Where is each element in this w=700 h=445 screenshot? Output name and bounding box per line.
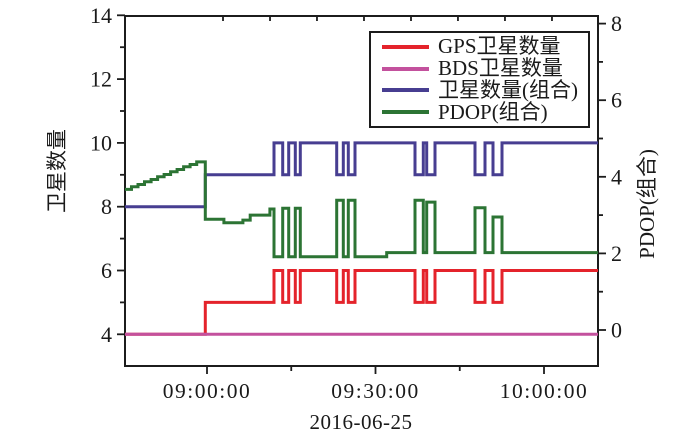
series-left-line [125, 141, 598, 209]
tick-label: 09:30:00 [331, 379, 419, 403]
axis-ticks [117, 14, 606, 374]
tick-label: 8 [611, 11, 622, 36]
bds-line-swatch [382, 66, 429, 71]
legend-label-combined-count: 卫星数量(组合) [438, 77, 578, 102]
legend-item-bds: BDS卫星数量 [371, 58, 588, 80]
tick-label: 09:00:00 [163, 379, 251, 403]
legend-label-gps: GPS卫星数量 [438, 34, 561, 59]
plot-frame [124, 15, 599, 367]
pdop-line-swatch [382, 110, 429, 115]
y-left-axis-title: 卫星数量 [45, 129, 69, 213]
series-right-line [125, 160, 598, 259]
data-series [125, 141, 598, 336]
tick-label: 4 [101, 322, 112, 347]
x-axis-title-date: 2016-06-25 [310, 410, 413, 434]
legend-item-pdop: PDOP(组合) [371, 101, 588, 123]
tick-label: 12 [90, 67, 112, 92]
tick-label: 10 [90, 130, 112, 155]
legend-label-pdop: PDOP(组合) [438, 99, 548, 124]
tick-label: 2 [611, 241, 622, 266]
tick-label: 4 [611, 164, 622, 189]
y-right-axis-title: PDOP(组合) [635, 149, 659, 259]
legend: GPS卫星数量 BDS卫星数量 卫星数量(组合) PDOP(组合) [369, 31, 590, 128]
legend-label-bds: BDS卫星数量 [438, 56, 563, 81]
legend-item-combined-count: 卫星数量(组合) [371, 77, 588, 102]
legend-item-gps: GPS卫星数量 [371, 36, 588, 58]
series-left-line [125, 269, 598, 336]
tick-label: 6 [101, 258, 112, 283]
tick-label: 14 [90, 3, 112, 28]
combined-count-line-swatch [382, 88, 429, 93]
gps-line-swatch [382, 44, 429, 49]
tick-label: 6 [611, 88, 622, 113]
tick-label: 10:00:00 [500, 379, 588, 403]
tick-label: 8 [101, 194, 112, 219]
tick-label: 0 [611, 318, 622, 343]
axis-tick-labels: 4 6 8 10 12 14 0 2 4 6 8 09:00:00 09:30:00 10:00:00 [90, 3, 622, 403]
